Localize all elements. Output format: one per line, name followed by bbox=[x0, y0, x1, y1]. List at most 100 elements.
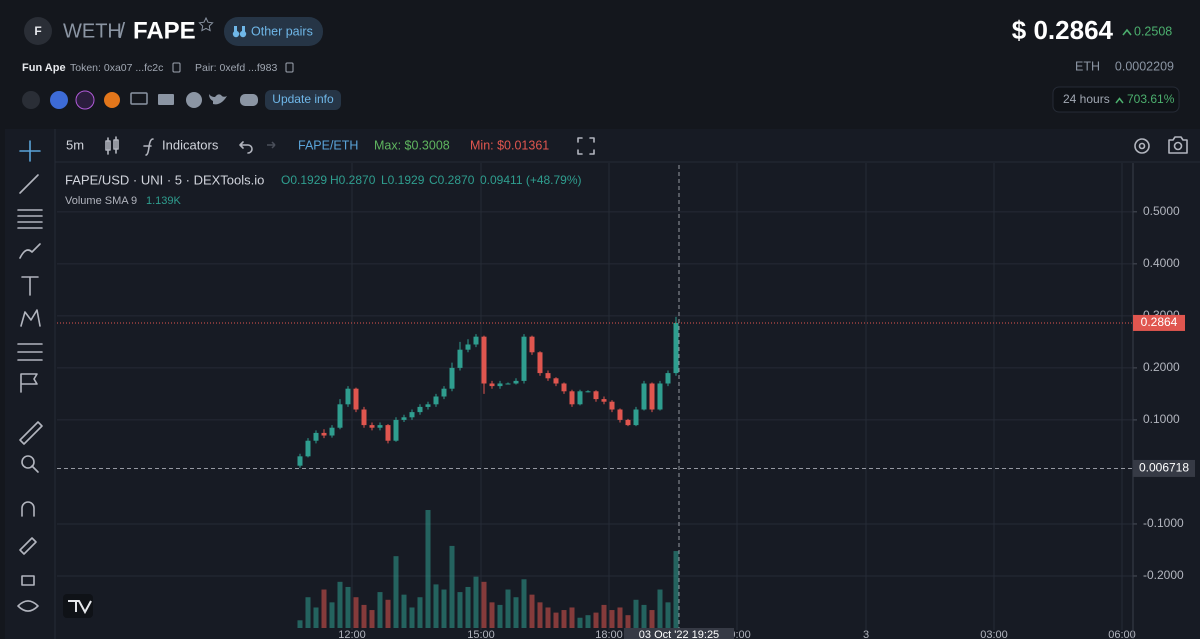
up-arrow bbox=[1122, 28, 1132, 36]
website-icon[interactable] bbox=[130, 92, 148, 105]
x-tick-label: 03:00 bbox=[980, 629, 1008, 639]
zoom-tool[interactable] bbox=[21, 455, 35, 469]
candle-body bbox=[497, 383, 503, 387]
volume-bar bbox=[569, 607, 575, 628]
last-price-label: 0.2864 bbox=[1141, 315, 1178, 329]
candle-body bbox=[393, 419, 399, 441]
volume-bar bbox=[609, 610, 615, 628]
other-pairs-label[interactable]: Other pairs bbox=[251, 24, 313, 38]
candle-body bbox=[545, 373, 551, 379]
volume-bar bbox=[409, 607, 415, 628]
magnet-tool[interactable] bbox=[21, 501, 35, 517]
chart-panel bbox=[5, 129, 1200, 639]
twitter-icon[interactable] bbox=[209, 94, 227, 105]
candle-body bbox=[449, 367, 455, 389]
visibility-tool[interactable] bbox=[17, 600, 39, 612]
min-price: Min: $0.01361 bbox=[470, 138, 549, 152]
volume-bar bbox=[657, 589, 663, 628]
crosshair-price-tag bbox=[1133, 459, 1195, 477]
volume-bar bbox=[665, 602, 671, 628]
x-tick-label: 15:00 bbox=[467, 629, 495, 639]
camera-icon[interactable] bbox=[1168, 136, 1188, 154]
volume-bar bbox=[329, 602, 335, 628]
update-info-button[interactable] bbox=[265, 90, 341, 110]
update-info-label[interactable]: Update info bbox=[272, 92, 334, 106]
camera-lens bbox=[1173, 141, 1183, 151]
volume-bar bbox=[441, 589, 447, 628]
other-pairs-button[interactable] bbox=[224, 17, 323, 46]
fib-tool[interactable] bbox=[17, 209, 43, 229]
volume-bar bbox=[601, 604, 607, 628]
drawing-toolbar bbox=[17, 140, 43, 612]
telegram-icon[interactable] bbox=[186, 92, 202, 108]
candle-body bbox=[673, 322, 679, 374]
share-icon[interactable] bbox=[22, 91, 40, 109]
period-label: 24 hours bbox=[1063, 92, 1110, 106]
tradingview-mark bbox=[68, 600, 92, 615]
indicators-icon[interactable] bbox=[143, 138, 154, 156]
undo-icon[interactable] bbox=[239, 141, 253, 154]
ruler-tool[interactable] bbox=[19, 421, 43, 445]
alt-pair[interactable]: FAPE/ETH bbox=[298, 138, 358, 152]
candle-type-icon[interactable] bbox=[105, 136, 119, 155]
legend-change: 0.09411 (+48.79%) bbox=[480, 173, 582, 187]
volume-bar bbox=[625, 615, 631, 628]
volume-bar bbox=[641, 604, 647, 628]
metamask-icon[interactable] bbox=[104, 92, 120, 108]
candle-body bbox=[585, 391, 591, 393]
brush-tool[interactable] bbox=[19, 243, 41, 259]
candle-body bbox=[561, 383, 567, 392]
quote-token: FAPE bbox=[133, 17, 196, 44]
volume-bar bbox=[521, 579, 527, 628]
y-tick-label: -0.1000 bbox=[1143, 516, 1184, 530]
interval[interactable]: 5m bbox=[66, 137, 84, 152]
candle-body bbox=[433, 396, 439, 405]
lock-draw-tool[interactable] bbox=[19, 537, 37, 555]
y-tick-label: -0.2000 bbox=[1143, 568, 1184, 582]
volume-bar bbox=[481, 581, 487, 628]
volume-bar bbox=[321, 589, 327, 628]
email-icon[interactable] bbox=[158, 94, 174, 105]
crosshair-price-label: 0.006718 bbox=[1139, 461, 1189, 475]
ohlc-value: C0.2870 bbox=[429, 173, 475, 187]
volume-bar bbox=[465, 586, 471, 628]
scan-icon[interactable] bbox=[75, 90, 95, 110]
period-pill[interactable] bbox=[1052, 86, 1180, 113]
redo-icon[interactable] bbox=[267, 141, 276, 149]
text-tool[interactable] bbox=[21, 276, 39, 296]
copy-icon[interactable] bbox=[172, 62, 181, 73]
prediction-tool[interactable] bbox=[17, 343, 43, 361]
flag-tool[interactable] bbox=[20, 373, 38, 393]
volume-bar bbox=[313, 607, 319, 628]
settings-icon-center bbox=[1138, 142, 1146, 150]
candle-body bbox=[633, 409, 639, 426]
volume-bar bbox=[305, 597, 311, 628]
candle-body bbox=[321, 432, 327, 436]
volume-bar bbox=[497, 604, 503, 628]
candle-body bbox=[609, 401, 615, 410]
pattern-tool[interactable] bbox=[20, 309, 41, 327]
candle-body bbox=[417, 406, 423, 413]
trendline-tool[interactable] bbox=[19, 174, 39, 194]
chart-icon[interactable] bbox=[50, 91, 68, 109]
volume-bar bbox=[649, 610, 655, 628]
fullscreen-icon[interactable] bbox=[577, 137, 595, 155]
candle-body bbox=[313, 432, 319, 441]
copy-icon[interactable] bbox=[285, 62, 294, 73]
favorite-star[interactable] bbox=[198, 16, 214, 32]
candle-body bbox=[593, 391, 599, 400]
volume-bar bbox=[377, 592, 383, 628]
volume-bar bbox=[633, 599, 639, 628]
discord-icon[interactable] bbox=[240, 94, 258, 106]
volume-bar bbox=[577, 617, 583, 628]
candle-body bbox=[481, 336, 487, 384]
last-price-tag bbox=[1133, 314, 1185, 331]
candle-body bbox=[369, 425, 375, 428]
settings-icon[interactable] bbox=[1134, 138, 1150, 154]
y-tick-label: 0.5000 bbox=[1143, 204, 1180, 218]
crosshair-tool[interactable] bbox=[19, 140, 41, 162]
lock-tool[interactable] bbox=[21, 575, 35, 586]
indicators[interactable]: Indicators bbox=[162, 137, 219, 152]
volume-bar bbox=[297, 620, 303, 628]
